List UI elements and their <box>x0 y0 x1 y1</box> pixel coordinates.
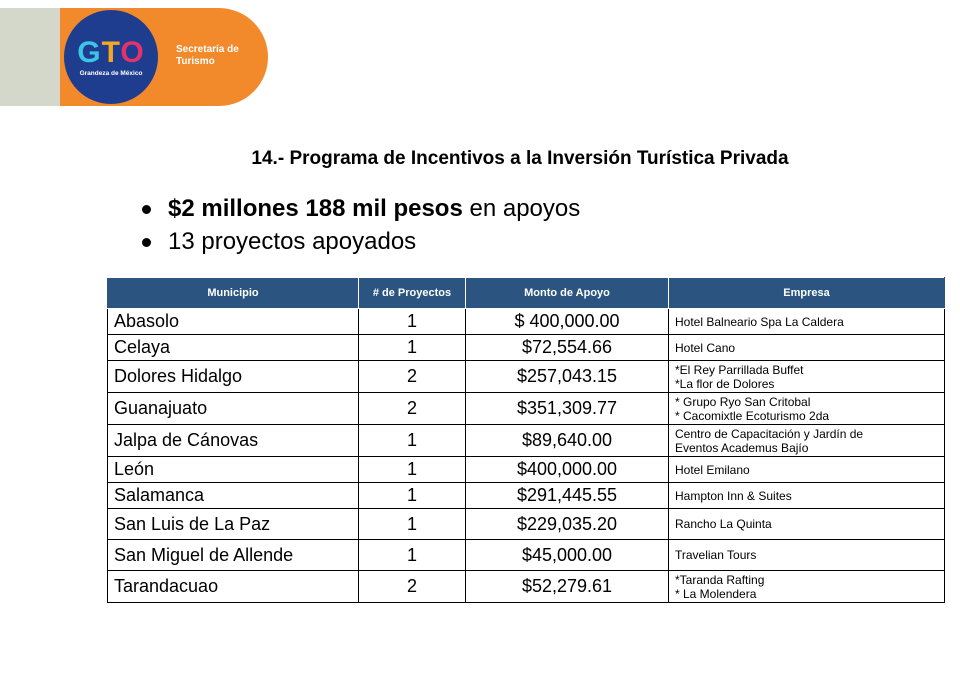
cell-empresa: Hotel Cano <box>668 334 945 361</box>
column-header-proyectos: # de Proyectos <box>358 277 466 309</box>
cell-municipio: Jalpa de Cánovas <box>107 424 359 457</box>
cell-municipio: Tarandacuao <box>107 570 359 603</box>
bullet-bold-text: $2 millones 188 mil pesos <box>168 195 463 222</box>
cell-monto: $ 400,000.00 <box>465 308 669 335</box>
cell-municipio: León <box>107 456 359 483</box>
empresa-line: * La Molendera <box>675 586 757 601</box>
cell-empresa: Centro de Capacitación y Jardín de Evento… <box>668 424 945 457</box>
cell-monto: $72,554.66 <box>465 334 669 361</box>
table-row: Dolores Hidalgo 2 $257,043.15 *El Rey Parri… <box>107 360 945 393</box>
cell-proyectos: 1 <box>358 308 466 335</box>
empresa-line: * Grupo Ryo San Critobal <box>675 394 811 409</box>
cell-proyectos: 1 <box>358 334 466 361</box>
empresa-line: *El Rey Parrillada Buffet <box>675 362 804 377</box>
empresa-line: Hotel Balneario Spa La Caldera <box>675 314 844 329</box>
cell-empresa: Hotel Emilano <box>668 456 945 483</box>
cell-empresa: *El Rey Parrillada Buffet *La flor de Dol… <box>668 360 945 393</box>
cell-empresa: * Grupo Ryo San Critobal * Cacomixtle Eco… <box>668 392 945 425</box>
page-title: 14.- Programa de Incentivos a la Inversi… <box>251 148 789 169</box>
cell-monto: $291,445.55 <box>465 482 669 509</box>
cell-municipio: San Luis de La Paz <box>107 508 359 540</box>
cell-empresa: *Taranda Rafting * La Molendera <box>668 570 945 603</box>
empresa-line: Rancho La Quinta <box>675 517 772 531</box>
cell-monto: $400,000.00 <box>465 456 669 483</box>
cell-proyectos: 2 <box>358 392 466 425</box>
empresa-line: *La flor de Dolores <box>675 376 775 391</box>
empresa-line: * Cacomixtle Ecoturismo 2da <box>675 408 830 423</box>
cell-municipio: Salamanca <box>107 482 359 509</box>
column-header-municipio: Municipio <box>107 277 359 309</box>
table-row: Celaya 1 $72,554.66 Hotel Cano <box>107 334 945 361</box>
cell-monto: $257,043.15 <box>465 360 669 393</box>
cell-proyectos: 2 <box>358 570 466 603</box>
empresa-line: Travelian Tours <box>675 548 757 562</box>
column-header-monto: Monto de Apoyo <box>465 277 669 309</box>
cell-empresa: Travelian Tours <box>668 539 945 571</box>
table-row: Guanajuato 2 $351,309.77 * Grupo Ryo San Cr… <box>107 392 945 425</box>
cell-monto: $351,309.77 <box>465 392 669 425</box>
empresa-line: Hotel Emilano <box>675 462 750 477</box>
cell-monto: $229,035.20 <box>465 508 669 540</box>
cell-proyectos: 1 <box>358 482 466 509</box>
incentives-table: Municipio # de Proyectos Monto de Apoyo … <box>107 277 945 603</box>
cell-proyectos: 1 <box>358 456 466 483</box>
cell-proyectos: 1 <box>358 424 466 457</box>
cell-proyectos: 2 <box>358 360 466 393</box>
table-row: Jalpa de Cánovas 1 $89,640.00 Centro de Cap… <box>107 424 945 457</box>
cell-proyectos: 1 <box>358 539 466 571</box>
cell-municipio: Guanajuato <box>107 392 359 425</box>
cell-empresa: Rancho La Quinta <box>668 508 945 540</box>
cell-municipio: Abasolo <box>107 308 359 335</box>
logo-text: GTO <box>77 35 145 69</box>
empresa-line: *Taranda Rafting <box>675 572 765 587</box>
org-name: Secretaría de Turismo <box>176 44 239 67</box>
logo-tagline: Grandeza de México <box>79 69 143 77</box>
table-body: Abasolo 1 $ 400,000.00 Hotel Balneario Spa … <box>107 308 945 603</box>
cell-monto: $52,279.61 <box>465 570 669 603</box>
cell-empresa: Hotel Balneario Spa La Caldera <box>668 308 945 335</box>
table-row: León 1 $400,000.00 Hotel Emilano <box>107 456 945 483</box>
cell-municipio: San Miguel de Allende <box>107 539 359 571</box>
gto-logo: GTO Grandeza de México <box>64 10 158 104</box>
empresa-line: Hampton Inn & Suites <box>675 488 792 503</box>
cell-municipio: Celaya <box>107 334 359 361</box>
empresa-line: Eventos Academus Bajío <box>675 440 809 455</box>
cell-empresa: Hampton Inn & Suites <box>668 482 945 509</box>
table-row: Abasolo 1 $ 400,000.00 Hotel Balneario Spa … <box>107 308 945 335</box>
table-header-row: Municipio # de Proyectos Monto de Apoyo … <box>107 277 945 309</box>
table-row: Salamanca 1 $291,445.55 Hampton Inn & Suite… <box>107 482 945 509</box>
cell-monto: $89,640.00 <box>465 424 669 457</box>
cell-proyectos: 1 <box>358 508 466 540</box>
bullet-item: $2 millones 188 mil pesos en apoyos <box>140 192 580 225</box>
table-row: Tarandacuao 2 $52,279.61 *Taranda Rafting * … <box>107 570 945 603</box>
bullet-text: en apoyos <box>462 195 581 222</box>
bullet-list: $2 millones 188 mil pesos en apoyos 13 p… <box>140 192 580 258</box>
bullet-text: 13 proyectos apoyados <box>168 228 417 255</box>
empresa-line: Hotel Cano <box>675 340 736 355</box>
table-row: San Miguel de Allende 1 $45,000.00 Travelia… <box>107 539 945 571</box>
table-row: San Luis de La Paz 1 $229,035.20 Rancho La … <box>107 508 945 540</box>
cell-monto: $45,000.00 <box>465 539 669 571</box>
column-header-empresa: Empresa <box>668 277 945 309</box>
cell-municipio: Dolores Hidalgo <box>107 360 359 393</box>
empresa-line: Centro de Capacitación y Jardín de <box>675 426 864 441</box>
bullet-item: 13 proyectos apoyados <box>140 225 580 258</box>
